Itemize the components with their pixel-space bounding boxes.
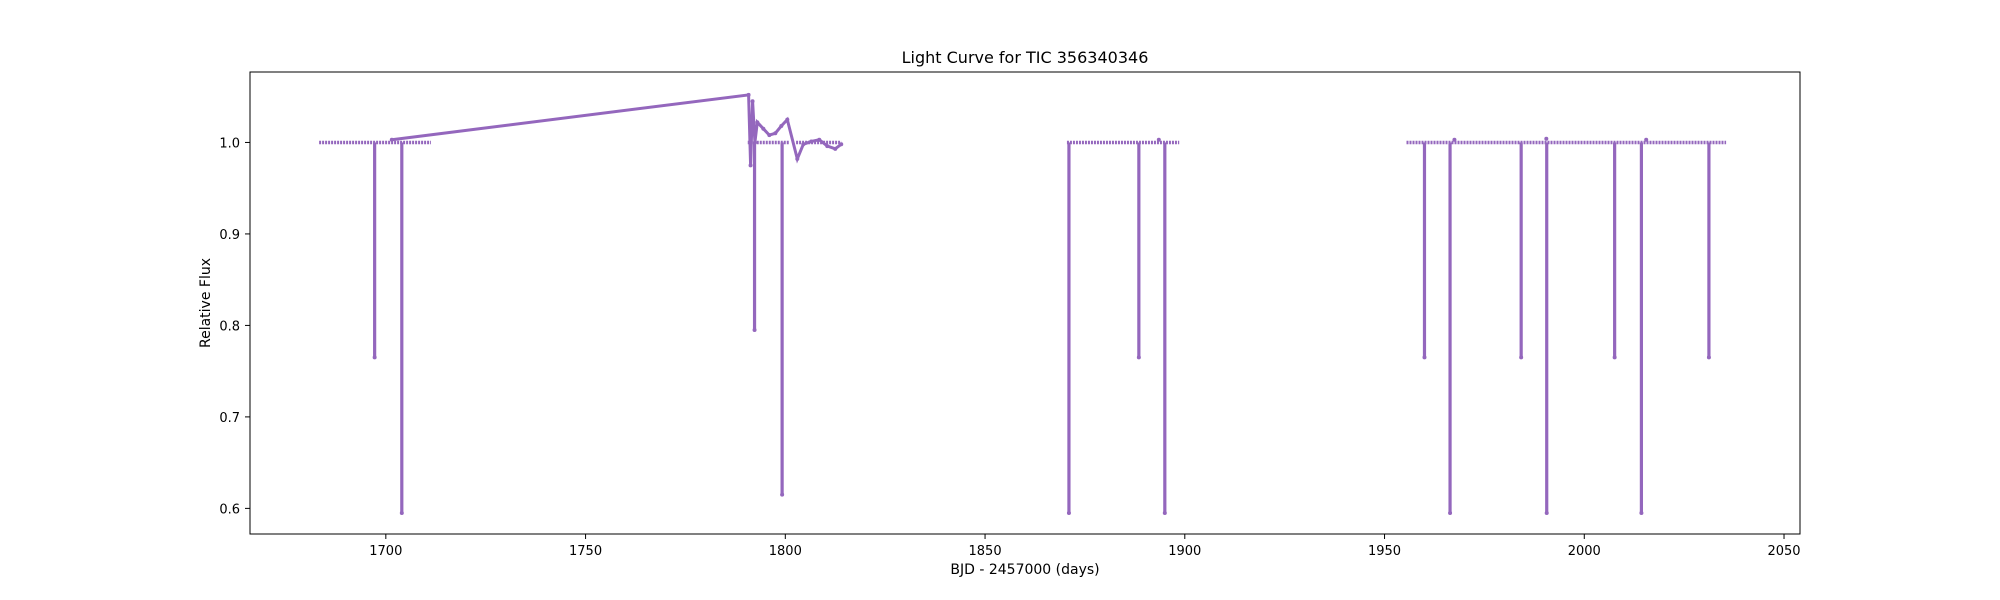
data-point [748,163,753,168]
data-point [801,142,806,147]
data-point [773,131,778,136]
data-point [1644,137,1649,142]
data-point [755,120,760,125]
x-tick-label: 2050 [1767,544,1800,559]
eclipse-minimum-point [1162,510,1167,515]
data-point [750,99,755,104]
eclipse-dip [1163,142,1167,513]
plot-frame [249,71,1801,535]
eclipse-dip [400,142,404,513]
data-point [795,156,800,161]
data-point [839,142,844,147]
x-tick-label: 1750 [569,544,602,559]
eclipse-dip [1639,142,1644,513]
eclipse-minimum-point [1612,355,1617,360]
x-tick-label: 1900 [1168,544,1201,559]
y-tick-label: 1.0 [219,136,240,151]
eclipse-minimum-point [1066,510,1071,515]
data-point [809,139,814,144]
data-point [1156,137,1161,142]
eclipse-minimum-point [752,327,757,332]
x-axis-title: BJD - 2457000 (days) [950,562,1099,578]
y-tick-label: 0.6 [219,502,240,517]
eclipse-dip [752,142,757,330]
y-axis: 0.6 0.7 0.8 0.9 1.0 [219,136,250,517]
eclipse-dip [373,142,377,358]
eclipse-dip [1545,142,1549,513]
eclipse-minimum-point [1422,355,1427,360]
eclipse-dip [1137,142,1141,358]
eclipse-dip [1519,142,1523,358]
x-tick-label: 1850 [969,544,1002,559]
y-axis-title: Relative Flux [198,258,214,348]
y-tick-label: 0.8 [219,319,240,334]
eclipse-dip [1707,142,1711,358]
data-point [767,133,772,138]
eclipse-dip [1448,142,1452,513]
data-point [779,123,784,128]
data-point [1544,136,1549,141]
data-point [746,92,751,97]
eclipse-minimum-point [1544,510,1549,515]
data-point [1452,137,1457,142]
data-point [825,144,830,149]
eclipse-minimum-point [1448,510,1453,515]
x-tick-label: 1950 [1368,544,1401,559]
chart-title: Light Curve for TIC 356340346 [902,48,1149,67]
eclipse-dip [1067,142,1071,513]
eclipse-dip [780,142,784,495]
eclipse-minimum-point [1706,355,1711,360]
data-point [833,146,838,151]
eclipse-minimum-point [372,355,377,360]
x-axis: 1700 1750 1800 1850 1900 1950 2000 2050 [369,534,1801,559]
plot-area [250,72,1800,534]
eclipse-minimum-point [1639,510,1644,515]
data-point [389,137,394,142]
x-tick-label: 1700 [369,544,402,559]
eclipse-minimum-point [1136,355,1141,360]
x-tick-label: 1800 [769,544,802,559]
y-tick-label: 0.7 [219,411,240,426]
eclipse-dip [1613,142,1617,358]
eclipse-minimum-point [399,510,404,515]
data-point [817,137,822,142]
x-tick-label: 2000 [1568,544,1601,559]
y-tick-label: 0.9 [219,228,240,243]
eclipse-minimum-point [1519,355,1524,360]
eclipse-dip [1422,142,1427,358]
data-layer [319,92,1727,515]
eclipse-minimum-point [780,492,785,497]
data-point [785,117,790,122]
data-point [761,126,766,131]
